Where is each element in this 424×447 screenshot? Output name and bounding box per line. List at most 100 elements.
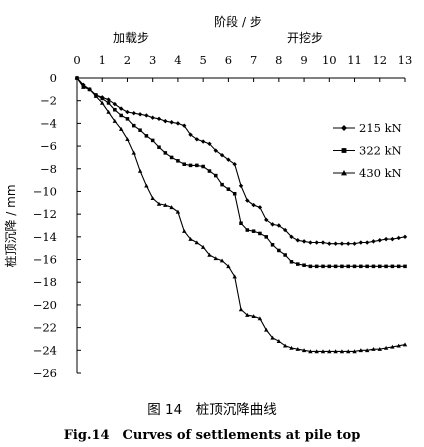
data-point [308,240,313,245]
series-line [76,77,405,267]
settlement-chart: 0 1 2 3 4 5 6 7 8 9 10 11 12 130−2−4−6−8−10−12−14−16−… [3,14,413,380]
data-point [156,201,162,206]
figure-caption-cn: 图 14 桩顶沉降曲线 [147,402,277,418]
data-point [175,121,181,126]
data-point [156,116,162,122]
data-point [289,234,294,240]
x-tick-label: 8 [275,53,282,67]
data-point [137,112,143,117]
data-point [396,235,401,241]
data-point [131,110,136,116]
data-point [340,264,344,269]
data-point [282,227,288,233]
data-point [137,168,143,173]
data-point [257,205,263,210]
data-point [396,343,401,348]
data-point [245,312,250,317]
data-point [371,239,376,244]
data-point [232,162,237,167]
data-point [251,314,256,319]
data-point [175,209,181,214]
data-point [308,264,313,269]
data-point [364,348,370,353]
data-point [333,349,338,354]
data-point [219,258,225,263]
data-point [207,252,212,257]
data-point [119,113,123,118]
data-point [270,243,275,247]
x-tick-label: 0 [73,53,80,67]
data-point [333,264,338,269]
data-point [390,344,395,349]
data-point [194,240,200,245]
data-point [264,217,269,223]
data-point [239,221,243,225]
x-tick-label: 11 [347,53,362,67]
x-tick-label: 7 [250,53,257,67]
legend-label: 215 kN [359,121,402,135]
x-tick-label: 5 [199,53,206,67]
legend-label: 430 kN [359,166,402,180]
data-point [371,264,376,269]
data-point [219,152,225,158]
data-point [238,183,244,188]
data-point [238,307,244,312]
y-tick-label: −18 [33,275,57,289]
y-tick-label: −26 [33,366,57,380]
y-axis-title: 桩顶沉降 / mm [3,184,18,267]
data-point [402,234,408,240]
data-point [251,229,256,233]
x-group-label-excavation: 开挖步 [287,30,323,45]
series-430kn [74,75,408,354]
data-point [327,264,332,269]
y-tick-label: −8 [40,162,57,176]
data-point [289,260,294,264]
data-point [352,241,357,246]
data-point [226,157,231,162]
data-point [346,264,350,269]
data-point [213,256,218,261]
data-point [144,113,149,118]
data-point [100,96,104,101]
data-point [378,264,382,269]
data-point [169,205,174,210]
x-group-label-loading: 加载步 [113,31,149,45]
data-point [226,187,231,191]
data-point [195,163,199,168]
y-tick-label: −22 [33,321,57,335]
series-322kn [75,76,407,269]
data-point [396,264,401,269]
data-point [163,202,168,207]
data-point [295,346,300,351]
data-point [377,346,382,351]
data-point [132,123,136,128]
data-point [207,169,212,173]
data-point [220,182,224,187]
data-point [81,84,86,89]
data-point [245,228,250,232]
data-point [320,240,326,245]
data-point [106,97,111,102]
legend: 215 kN 322 kN 430 kN [333,121,402,180]
x-axis-title: 阶段 / 步 [214,14,262,29]
axes: 0 1 2 3 4 5 6 7 8 9 10 11 12 130−2−4−6−8−10−12−14−16−… [33,53,413,380]
data-point [125,109,130,115]
data-point [106,109,111,114]
y-tick-label: −12 [33,207,57,221]
data-point [314,349,319,354]
data-point [270,335,275,340]
data-point [283,253,287,257]
x-tick-label: 12 [372,53,387,67]
data-point [157,145,161,149]
x-tick-label: 6 [225,53,232,67]
data-point [226,264,231,269]
data-point [270,222,275,227]
x-tick-label: 13 [398,53,413,67]
legend-marker [341,125,347,131]
data-point [371,346,376,351]
series-215kn [74,75,408,246]
y-tick-label: −20 [33,298,57,312]
data-point [384,264,388,269]
data-point [182,162,186,166]
data-point [112,118,118,123]
